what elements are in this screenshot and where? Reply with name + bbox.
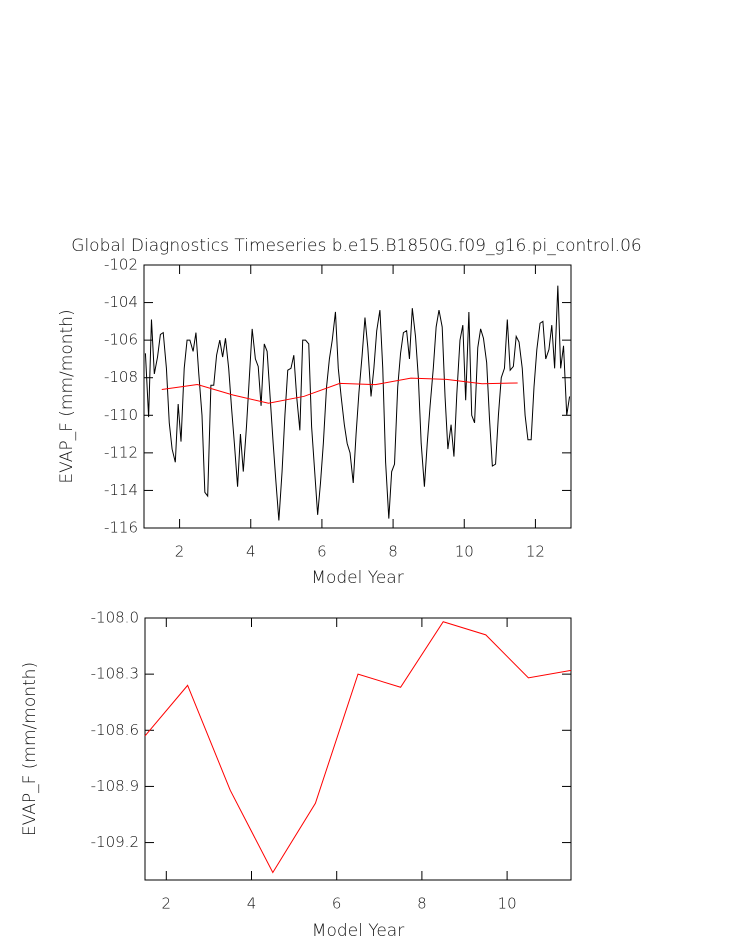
x-tick-label: 10 [455,543,474,561]
x-tick-label: 8 [417,895,427,913]
y-tick-label: -109.2 [91,833,139,851]
y-tick-label: -108 [104,368,138,386]
y-axis-label: EVAP_F (mm/month) [20,662,40,836]
plot-frame [143,264,572,529]
y-axis-label: EVAP_F (mm/month) [57,309,77,483]
chart-title: Global Diagnostics Timeseries b.e15.B185… [71,236,641,256]
y-tick-label: -108.0 [91,609,139,627]
y-tick-label: -114 [104,481,138,499]
x-tick-label: 6 [317,543,327,561]
x-tick-label: 4 [246,543,256,561]
x-axis-label: Model Year [312,921,404,941]
x-tick-label: 10 [498,895,517,913]
y-tick-label: -104 [104,293,138,311]
y-tick-label: -108.9 [91,777,139,795]
x-tick-label: 2 [162,895,172,913]
x-tick-label: 8 [388,543,398,561]
y-tick-label: -106 [104,331,138,349]
y-tick-label: -108.6 [91,721,139,739]
plot-frame [144,617,572,881]
x-tick-label: 6 [332,895,342,913]
data-line [144,621,572,874]
data-line [161,377,518,404]
y-tick-label: -108.3 [91,665,139,683]
y-tick-label: -102 [104,256,138,274]
x-tick-label: 2 [175,543,185,561]
x-axis-label: Model Year [311,568,403,588]
x-tick-label: 12 [526,543,545,561]
y-tick-label: -110 [104,406,138,424]
y-tick-label: -112 [104,443,138,461]
data-line [144,285,571,521]
x-tick-label: 4 [247,895,257,913]
y-tick-label: -116 [104,519,138,537]
